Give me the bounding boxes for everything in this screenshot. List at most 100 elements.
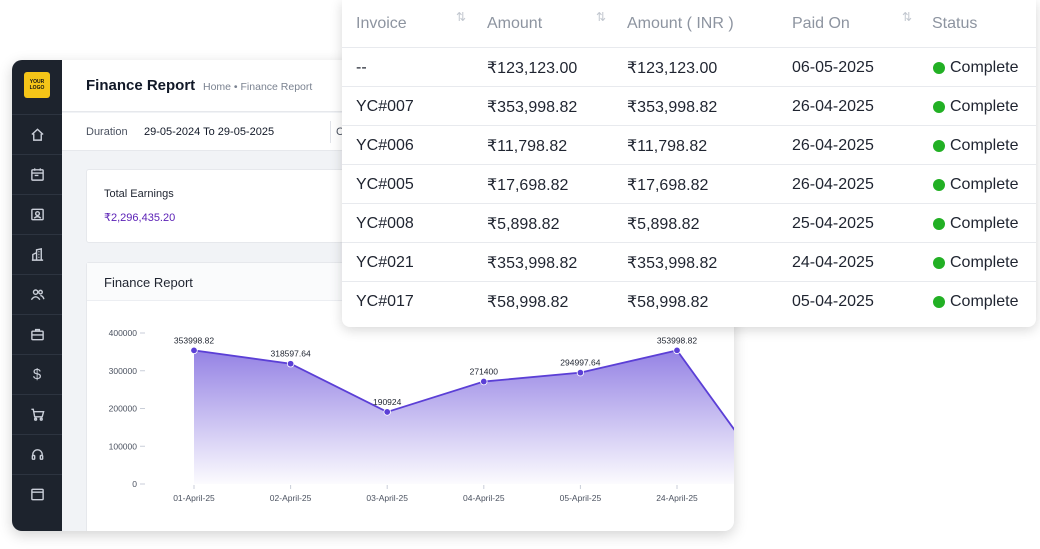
sort-icon[interactable]: ⇅ (456, 10, 466, 24)
column-header-label: Status (932, 14, 978, 32)
table-row[interactable]: YC#017 ₹58,998.82 ₹58,998.82 05-04-2025 … (342, 281, 1036, 320)
column-header-invoice[interactable]: Invoice ⇅ (356, 0, 466, 47)
total-earnings-value: ₹2,296,435.20 (104, 212, 176, 224)
status-dot-icon (933, 139, 945, 152)
amount-cell: ₹5,898.82 (487, 215, 560, 233)
calendar-icon (30, 168, 44, 181)
amount-inr-cell: ₹353,998.82 (627, 254, 718, 272)
paid-on-cell: 26-04-2025 (792, 136, 874, 154)
invoice-id: -- (356, 58, 367, 76)
data-point (190, 346, 198, 355)
invoice-id: YC#006 (356, 136, 414, 154)
amount-cell: ₹11,798.82 (487, 137, 568, 155)
y-tick-label: 0 (132, 479, 137, 489)
amount-inr-cell: ₹58,998.82 (627, 293, 709, 311)
amount-cell: ₹353,998.82 (487, 98, 578, 116)
invoice-id: YC#005 (356, 175, 414, 193)
status-text: Complete (950, 136, 1019, 154)
page-title: Finance Report (86, 77, 196, 94)
data-point (286, 360, 295, 368)
paid-on-cell: 24-04-2025 (792, 253, 874, 271)
table-row[interactable]: YC#007 ₹353,998.82 ₹353,998.82 26-04-202… (342, 86, 1036, 125)
x-tick-label: 05-April-25 (560, 493, 602, 503)
duration-picker[interactable]: 29-05-2024 To 29-05-2025 (144, 126, 275, 138)
column-header-label: Amount (487, 14, 543, 32)
invoice-id: YC#008 (356, 214, 414, 232)
sidebar-item-calendar[interactable] (12, 154, 62, 194)
data-label: 318597.64 (271, 349, 311, 359)
x-tick-label: 02-April-25 (270, 493, 312, 503)
sidebar-item-window[interactable] (12, 474, 62, 514)
sidebar-item-home[interactable] (12, 114, 62, 154)
paid-on-cell: 26-04-2025 (792, 97, 874, 115)
amount-inr-cell: ₹353,998.82 (627, 98, 718, 116)
logo-text-bottom: LOGO (29, 85, 45, 91)
sidebar-item-buildings[interactable] (12, 234, 62, 274)
area-fill (194, 350, 734, 484)
status-dot-icon (933, 178, 945, 191)
table-row[interactable]: YC#021 ₹353,998.82 ₹353,998.82 24-04-202… (342, 242, 1036, 281)
x-tick-label: 01-April-25 (173, 493, 215, 503)
logo[interactable]: YOUR LOGO (24, 72, 50, 98)
total-earnings-label: Total Earnings (104, 188, 174, 200)
filter-label-truncated: C (336, 126, 344, 138)
column-header-label: Paid On (792, 14, 850, 32)
invoice-table: Invoice ⇅ Amount ⇅ Amount ( INR ) Paid O… (342, 0, 1036, 327)
status-dot-icon (933, 295, 945, 308)
briefcase-icon (30, 328, 44, 341)
sort-icon[interactable]: ⇅ (596, 10, 606, 24)
column-header-amount-inr[interactable]: Amount ( INR ) (627, 0, 734, 47)
sidebar-item-finance[interactable]: $ (12, 354, 62, 394)
duration-label: Duration (86, 126, 128, 138)
status-cell: Complete (933, 48, 1018, 87)
sidebar-item-contacts[interactable] (12, 194, 62, 234)
logo-text-top: YOUR (29, 79, 45, 85)
table-row[interactable]: YC#008 ₹5,898.82 ₹5,898.82 25-04-2025 Co… (342, 203, 1036, 242)
data-label: 353998.82 (657, 335, 697, 345)
table-row[interactable]: YC#006 ₹11,798.82 ₹11,798.82 26-04-2025 … (342, 125, 1036, 164)
x-tick-label: 03-April-25 (366, 493, 408, 503)
contact-card-icon (30, 208, 44, 221)
window-icon (30, 488, 44, 501)
status-text: Complete (950, 253, 1019, 271)
sidebar-item-briefcase[interactable] (12, 314, 62, 354)
y-tick-label: 300000 (109, 366, 138, 376)
column-header-paid-on[interactable]: Paid On ⇅ (792, 0, 912, 47)
column-header-status[interactable]: Status (932, 0, 977, 47)
table-row[interactable]: YC#005 ₹17,698.82 ₹17,698.82 26-04-2025 … (342, 164, 1036, 203)
data-label: 190924 (373, 397, 402, 407)
y-tick-label: 100000 (109, 441, 138, 451)
sort-icon[interactable]: ⇅ (902, 10, 912, 24)
sidebar-item-cart[interactable] (12, 394, 62, 434)
y-tick-label: 400000 (109, 328, 138, 338)
data-point (673, 346, 681, 355)
status-cell: Complete (933, 282, 1018, 321)
status-dot-icon (933, 217, 945, 230)
invoice-id: YC#021 (356, 253, 414, 271)
cart-icon (30, 408, 45, 421)
paid-on-cell: 26-04-2025 (792, 175, 874, 193)
breadcrumb[interactable]: Home • Finance Report (203, 81, 313, 93)
status-dot-icon (933, 256, 945, 269)
sidebar-item-users[interactable] (12, 274, 62, 314)
column-header-label: Amount ( INR ) (627, 14, 734, 32)
home-icon (30, 128, 44, 141)
status-text: Complete (950, 97, 1019, 115)
amount-cell: ₹17,698.82 (487, 176, 569, 194)
amount-cell: ₹353,998.82 (487, 254, 578, 272)
amount-inr-cell: ₹17,698.82 (627, 176, 709, 194)
data-point (383, 408, 391, 416)
status-dot-icon (933, 61, 945, 74)
x-tick-label: 04-April-25 (463, 493, 505, 503)
paid-on-cell: 06-05-2025 (792, 58, 874, 76)
column-header-amount[interactable]: Amount ⇅ (487, 0, 606, 47)
amount-cell: ₹123,123.00 (487, 59, 578, 77)
status-cell: Complete (933, 243, 1018, 282)
x-tick-label: 24-April-25 (656, 493, 698, 503)
status-text: Complete (950, 292, 1019, 310)
invoice-id: YC#017 (356, 292, 414, 310)
data-label: 353998.82 (174, 335, 214, 345)
table-row[interactable]: -- ₹123,123.00 ₹123,123.00 06-05-2025 Co… (342, 47, 1036, 86)
sidebar-item-support[interactable] (12, 434, 62, 474)
data-point (480, 377, 488, 386)
